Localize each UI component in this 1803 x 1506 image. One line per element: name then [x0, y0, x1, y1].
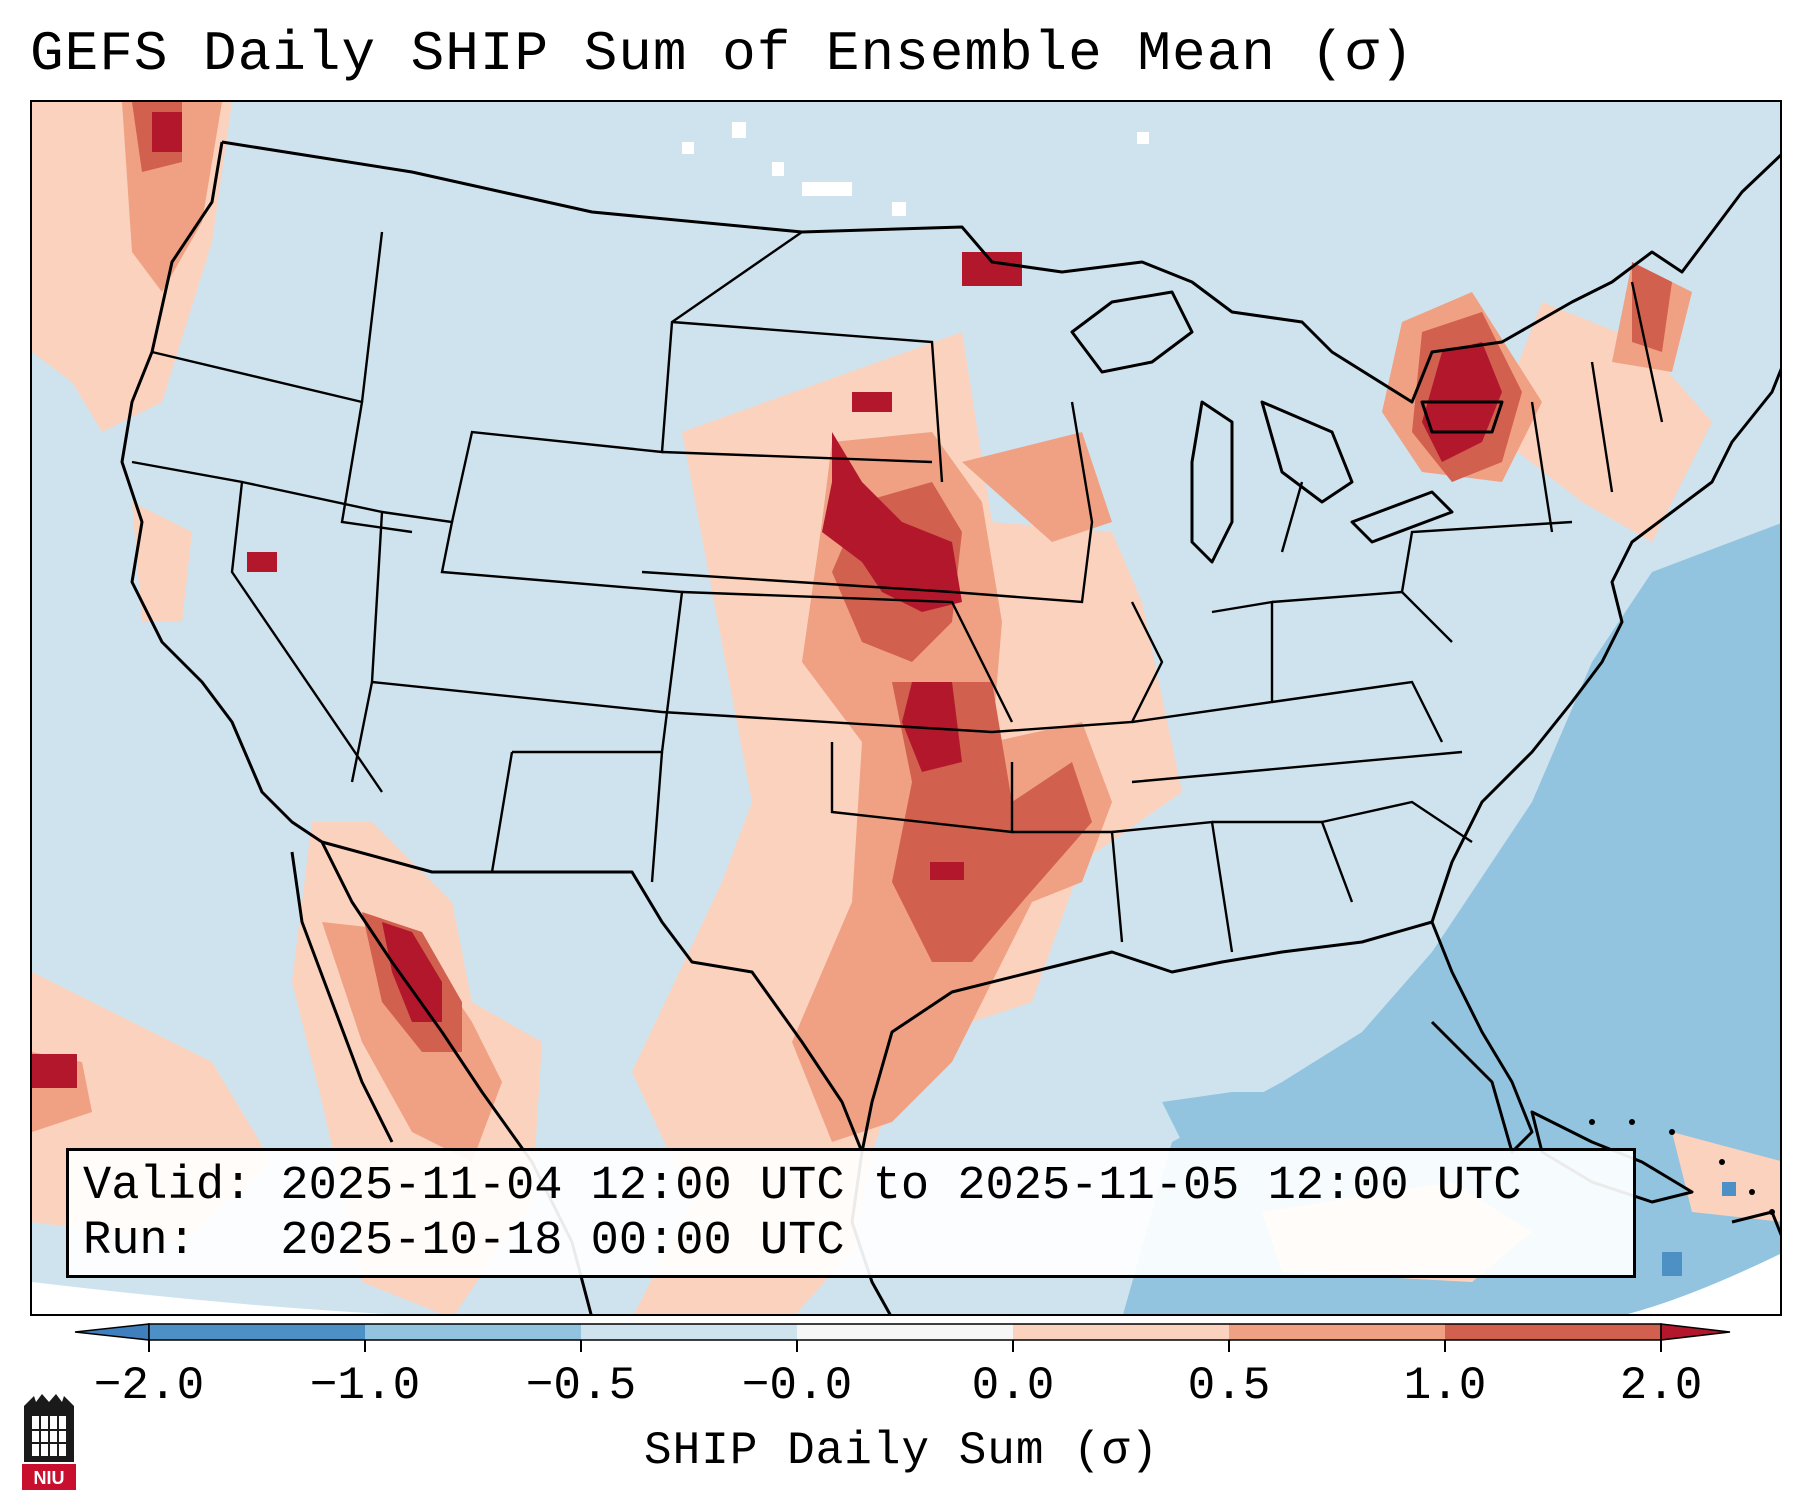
- colorbar-tick-label: 1.0: [1403, 1360, 1487, 1412]
- negative-patches: [1662, 1182, 1736, 1276]
- colorbar-outline: [148, 1323, 1662, 1341]
- colorbar-tick-label: 0.5: [1187, 1360, 1271, 1412]
- colorbar-bin: [365, 1324, 581, 1340]
- colorbar-bin: [1445, 1324, 1661, 1340]
- svg-text:NIU: NIU: [34, 1468, 65, 1488]
- missing-data-spots: [682, 122, 1149, 216]
- colorbar-arrow-high: [1660, 1323, 1731, 1341]
- colorbar-label: SHIP Daily Sum (σ): [644, 1425, 1159, 1477]
- state-lines: [131, 231, 1664, 953]
- colorbar-bins: [74, 1323, 1731, 1341]
- projection-edge: [32, 1282, 388, 1314]
- colorbar-tick-label: 0.0: [971, 1360, 1055, 1412]
- colorbar-bin: [581, 1324, 797, 1340]
- map-panel: [30, 100, 1782, 1316]
- map-title: GEFS Daily SHIP Sum of Ensemble Mean (σ): [30, 22, 1415, 86]
- colorbar-tick-label: −1.0: [309, 1360, 421, 1412]
- colorbar-arrow-low: [74, 1323, 150, 1341]
- colorbar-bin: [1013, 1324, 1229, 1340]
- colorbar: [74, 1323, 1731, 1352]
- validity-info-box: Valid: 2025-11-04 12:00 UTC to 2025-11-0…: [66, 1148, 1636, 1278]
- colorbar-bin: [797, 1324, 1013, 1340]
- niu-logo: NIU: [22, 1394, 76, 1490]
- colorbar-tick-label: −0.5: [525, 1360, 637, 1412]
- colorbar-bin: [1229, 1324, 1445, 1340]
- valid-time-line: Valid: 2025-11-04 12:00 UTC to 2025-11-0…: [83, 1160, 1522, 1213]
- borders: [120, 140, 1780, 1314]
- colorbar-tick-label: 2.0: [1619, 1360, 1703, 1412]
- caribbean-islands: [1589, 1119, 1775, 1215]
- map-canvas: [32, 102, 1780, 1314]
- colorbar-ticks: [148, 1340, 1662, 1352]
- run-time-line: Run: 2025-10-18 00:00 UTC: [83, 1215, 845, 1268]
- colorbar-bin: [149, 1324, 365, 1340]
- colorbar-tick-label: −0.0: [741, 1360, 853, 1412]
- colorbar-tick-label: −2.0: [93, 1360, 205, 1412]
- projection-edge: [1627, 1253, 1780, 1314]
